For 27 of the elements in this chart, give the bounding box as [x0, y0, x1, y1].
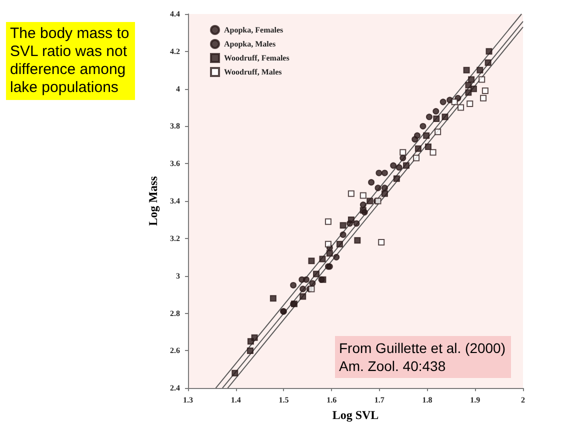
- y-tick-label: 2.4: [170, 384, 180, 393]
- legend-label: Apopka, Males: [224, 40, 276, 48]
- text: The body mass to SVL ratio was not difference among lake populations: [6, 22, 135, 100]
- x-tick-label: 1.4: [230, 396, 241, 405]
- y-tick-label: 2.6: [170, 346, 180, 356]
- legend-label: Woodruff, Females: [224, 54, 290, 62]
- y-tick-label: 3.6: [170, 159, 180, 168]
- y-tick-label: 4.2: [170, 46, 180, 56]
- legend-label: Woodruff, Males: [224, 68, 282, 76]
- y-tick-label: 3: [176, 271, 180, 280]
- y-tick-label: 3.8: [170, 122, 180, 131]
- y-axis-title: Log Mass: [146, 176, 160, 226]
- y-tick-label: 3.2: [170, 234, 180, 243]
- y-tick-label: 2.8: [170, 308, 180, 318]
- y-tick-label: 4.4: [170, 10, 180, 18]
- x-tick-label: 1.9: [470, 396, 480, 405]
- x-tick-label: 1.8: [422, 396, 432, 405]
- annotation: From Guillette et al. (2000) Am. Zool. 40:438: [335, 336, 511, 378]
- x-tick-label: 1.5: [278, 396, 289, 405]
- x-tick-label: 2: [521, 396, 525, 405]
- y-tick-label: 4: [176, 84, 180, 94]
- x-tick-label: 1.7: [374, 396, 384, 405]
- y-tick-label: 3.4: [170, 196, 180, 206]
- x-tick-label: 1.3: [183, 396, 193, 405]
- legend-label: Apopka, Females: [224, 26, 284, 34]
- x-tick-label: 1.6: [326, 396, 337, 405]
- x-axis-title: Log SVL: [332, 408, 379, 422]
